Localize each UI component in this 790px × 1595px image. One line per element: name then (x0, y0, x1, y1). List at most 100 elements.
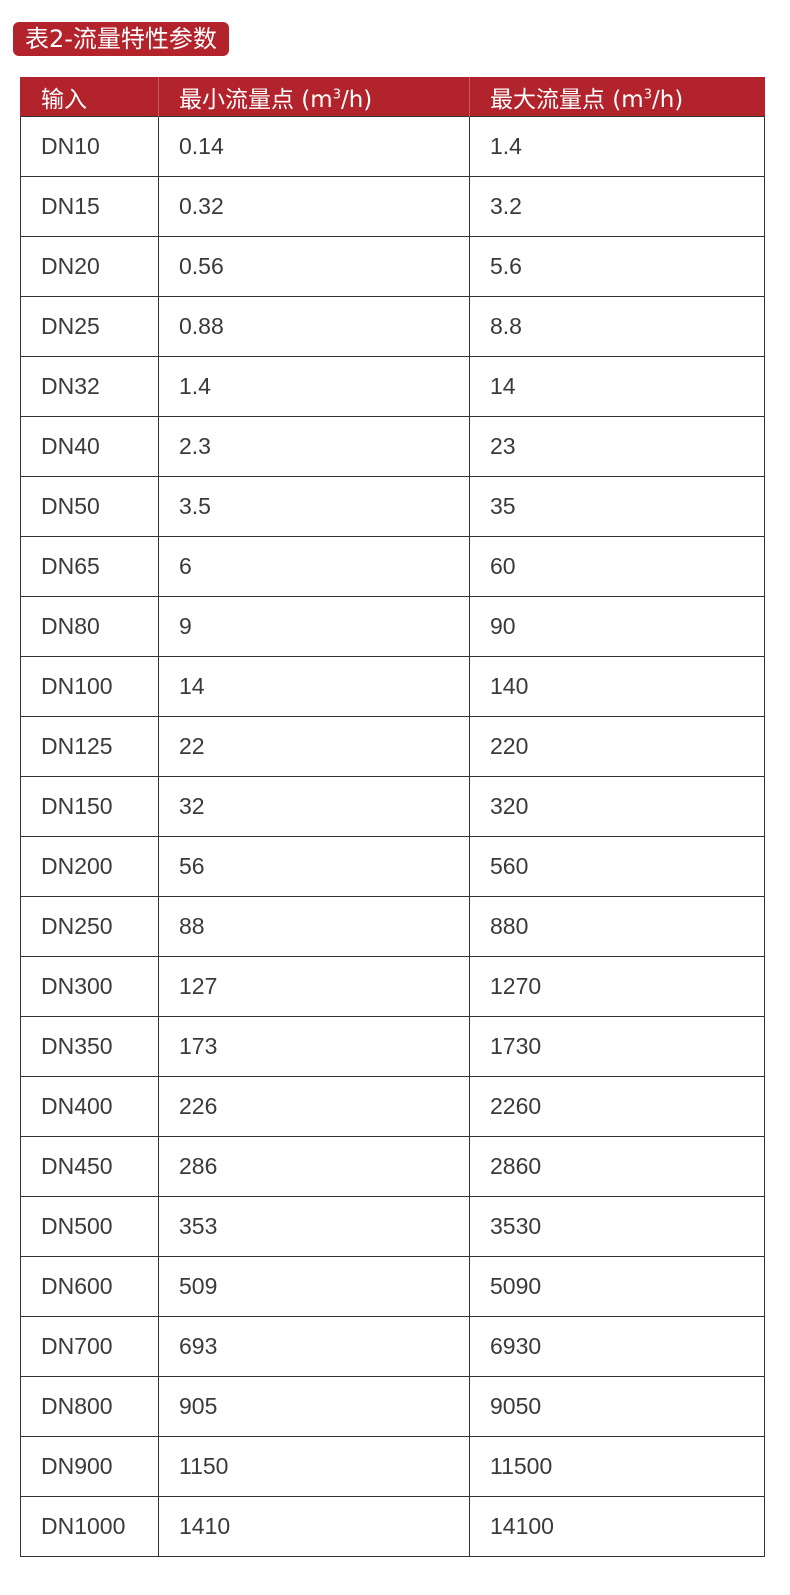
header-label: 最大流量点 (m (490, 86, 644, 113)
table-row: DN32 1.4 14 (20, 356, 765, 417)
cell-input: DN200 (20, 836, 159, 897)
cell-input: DN150 (20, 776, 159, 837)
cell-min-flow: 905 (158, 1376, 470, 1437)
cell-input: DN20 (20, 236, 159, 297)
cell-max-flow: 6930 (469, 1316, 765, 1377)
cell-input: DN80 (20, 596, 159, 657)
table-row: DN200 56 560 (20, 836, 765, 897)
table-row: DN400 226 2260 (20, 1076, 765, 1137)
cell-max-flow: 2860 (469, 1136, 765, 1197)
cell-max-flow: 35 (469, 476, 765, 537)
cell-max-flow: 9050 (469, 1376, 765, 1437)
cell-min-flow: 2.3 (158, 416, 470, 477)
cell-max-flow: 320 (469, 776, 765, 837)
table-row: DN700 693 6930 (20, 1316, 765, 1377)
table-row: DN900 1150 11500 (20, 1436, 765, 1497)
cell-max-flow: 1730 (469, 1016, 765, 1077)
cell-min-flow: 9 (158, 596, 470, 657)
header-unit-tail: /h) (651, 86, 684, 113)
cell-min-flow: 0.32 (158, 176, 470, 237)
cell-input: DN32 (20, 356, 159, 417)
cell-input: DN350 (20, 1016, 159, 1077)
cell-input: DN25 (20, 296, 159, 357)
cell-max-flow: 140 (469, 656, 765, 717)
cell-max-flow: 11500 (469, 1436, 765, 1497)
cell-input: DN10 (20, 116, 159, 177)
table-row: DN350 173 1730 (20, 1016, 765, 1077)
table-row: DN25 0.88 8.8 (20, 296, 765, 357)
cell-min-flow: 1410 (158, 1496, 470, 1557)
cell-input: DN500 (20, 1196, 159, 1257)
header-input: 输入 (20, 77, 159, 117)
table-row: DN10 0.14 1.4 (20, 116, 765, 177)
cell-max-flow: 2260 (469, 1076, 765, 1137)
cell-max-flow: 1.4 (469, 116, 765, 177)
cell-min-flow: 22 (158, 716, 470, 777)
cell-min-flow: 0.56 (158, 236, 470, 297)
cell-min-flow: 32 (158, 776, 470, 837)
table-row: DN80 9 90 (20, 596, 765, 657)
cell-min-flow: 0.88 (158, 296, 470, 357)
cell-min-flow: 173 (158, 1016, 470, 1077)
cell-input: DN700 (20, 1316, 159, 1377)
header-sup: 3 (643, 86, 652, 102)
table-row: DN150 32 320 (20, 776, 765, 837)
cell-min-flow: 3.5 (158, 476, 470, 537)
cell-input: DN15 (20, 176, 159, 237)
cell-input: DN250 (20, 896, 159, 957)
cell-max-flow: 14100 (469, 1496, 765, 1557)
cell-input: DN100 (20, 656, 159, 717)
table-row: DN600 509 5090 (20, 1256, 765, 1317)
cell-max-flow: 5090 (469, 1256, 765, 1317)
cell-input: DN125 (20, 716, 159, 777)
cell-input: DN50 (20, 476, 159, 537)
cell-max-flow: 560 (469, 836, 765, 897)
cell-max-flow: 8.8 (469, 296, 765, 357)
cell-input: DN1000 (20, 1496, 159, 1557)
cell-input: DN450 (20, 1136, 159, 1197)
table-row: DN40 2.3 23 (20, 416, 765, 477)
cell-max-flow: 90 (469, 596, 765, 657)
header-unit-tail: /h) (340, 86, 373, 113)
table-row: DN20 0.56 5.6 (20, 236, 765, 297)
header-label: 输入 (41, 86, 87, 113)
cell-input: DN300 (20, 956, 159, 1017)
cell-max-flow: 880 (469, 896, 765, 957)
flow-characteristics-table: 输入 最小流量点 (m3/h) 最大流量点 (m3/h) DN10 0.14 1.4… (20, 77, 765, 1557)
cell-input: DN600 (20, 1256, 159, 1317)
cell-max-flow: 3530 (469, 1196, 765, 1257)
cell-min-flow: 509 (158, 1256, 470, 1317)
table-row: DN65 6 60 (20, 536, 765, 597)
cell-min-flow: 56 (158, 836, 470, 897)
cell-min-flow: 0.14 (158, 116, 470, 177)
cell-input: DN800 (20, 1376, 159, 1437)
cell-min-flow: 88 (158, 896, 470, 957)
cell-input: DN900 (20, 1436, 159, 1497)
table-row: DN300 127 1270 (20, 956, 765, 1017)
cell-max-flow: 1270 (469, 956, 765, 1017)
cell-max-flow: 220 (469, 716, 765, 777)
table-header-row: 输入 最小流量点 (m3/h) 最大流量点 (m3/h) (20, 77, 765, 117)
cell-max-flow: 60 (469, 536, 765, 597)
table-row: DN125 22 220 (20, 716, 765, 777)
cell-min-flow: 1.4 (158, 356, 470, 417)
header-sup: 3 (332, 86, 341, 102)
table-row: DN50 3.5 35 (20, 476, 765, 537)
table-row: DN500 353 3530 (20, 1196, 765, 1257)
cell-min-flow: 693 (158, 1316, 470, 1377)
cell-min-flow: 1150 (158, 1436, 470, 1497)
cell-max-flow: 23 (469, 416, 765, 477)
cell-min-flow: 286 (158, 1136, 470, 1197)
cell-input: DN400 (20, 1076, 159, 1137)
header-max-flow: 最大流量点 (m3/h) (469, 77, 765, 117)
cell-min-flow: 14 (158, 656, 470, 717)
cell-min-flow: 226 (158, 1076, 470, 1137)
cell-max-flow: 5.6 (469, 236, 765, 297)
cell-max-flow: 3.2 (469, 176, 765, 237)
table-row: DN800 905 9050 (20, 1376, 765, 1437)
cell-input: DN65 (20, 536, 159, 597)
cell-min-flow: 353 (158, 1196, 470, 1257)
header-label: 最小流量点 (m (179, 86, 333, 113)
table-row: DN450 286 2860 (20, 1136, 765, 1197)
cell-min-flow: 6 (158, 536, 470, 597)
